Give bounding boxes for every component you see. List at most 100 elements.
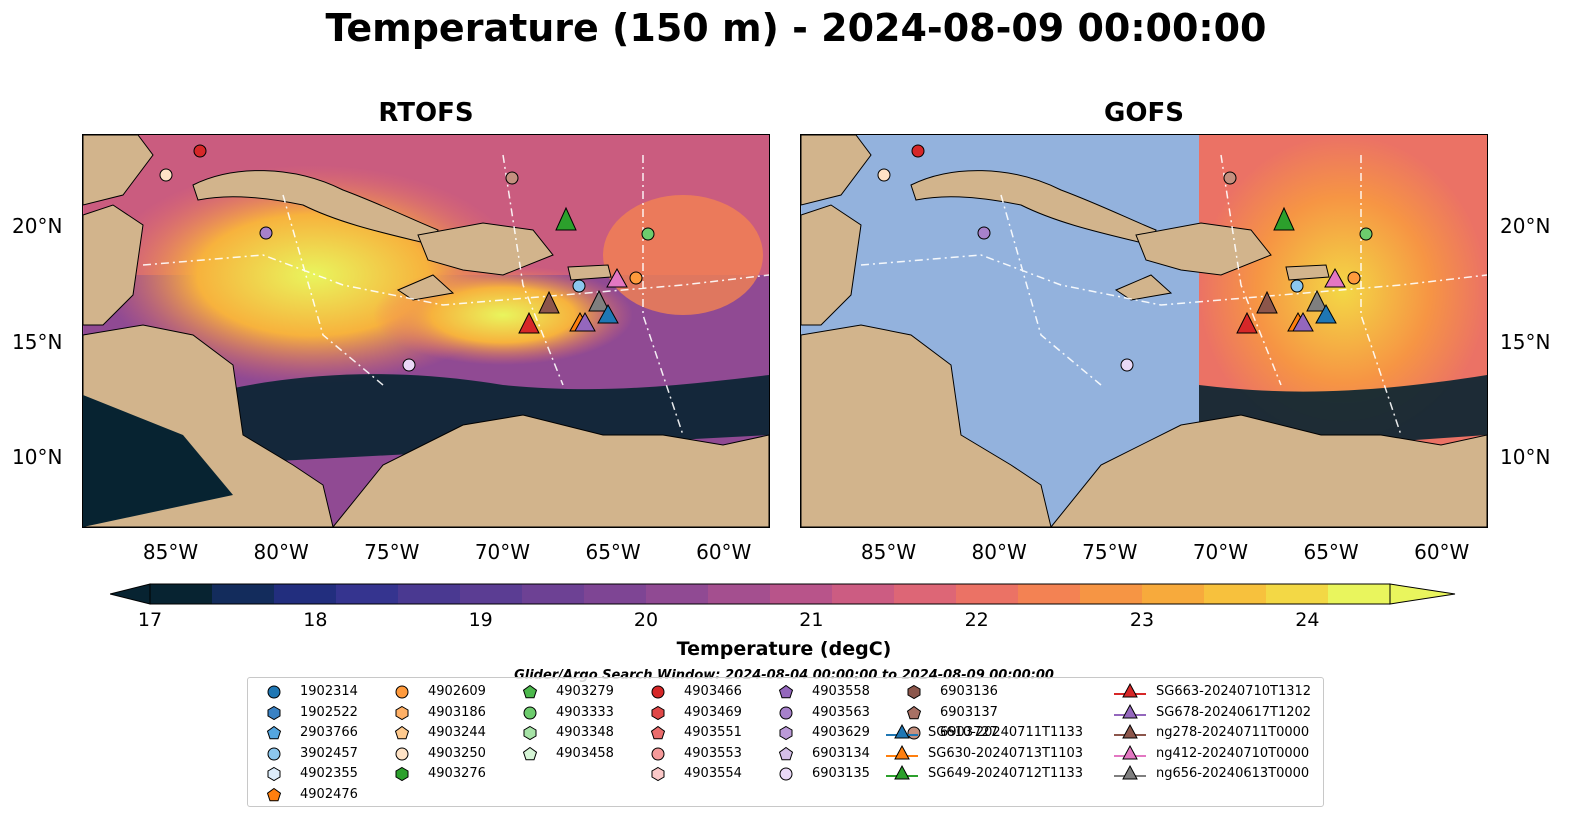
lon-tick-label: 85°W (142, 540, 199, 564)
legend-item: 4902609 (384, 682, 504, 702)
colorbar-cell (832, 584, 895, 604)
legend-marker-icon (651, 766, 665, 782)
legend-label: SG678-20240617T1202 (1156, 704, 1312, 720)
legend-marker-icon (651, 747, 665, 760)
lon-tick-label: 60°W (696, 540, 752, 564)
legend-marker-icon (650, 725, 666, 740)
gofs-markers (877, 144, 1373, 372)
colorbar-cell (212, 584, 275, 604)
legend-item: 4903458 (512, 744, 632, 764)
legend-label: 4903469 (684, 704, 742, 720)
legend-item: 4903558 (768, 682, 888, 702)
rtofs-land-puerto-rico (567, 264, 612, 281)
colorbar-tick-label: 20 (633, 609, 659, 631)
colorbar-tick-label: 24 (1295, 609, 1320, 631)
legend-marker-icon (267, 766, 281, 782)
legend: 1902314 1902522 2903766 3902457 4902355 49024… (247, 677, 1324, 807)
legend-label: 4903186 (428, 704, 486, 720)
legend-label: 6903134 (812, 745, 870, 761)
legend-item: SG630-20240713T1103 (884, 744, 1094, 764)
legend-item: 6903134 (768, 744, 888, 764)
colorbar-cell (460, 584, 523, 604)
legend-item: 4903469 (640, 703, 760, 723)
legend-marker-icon (395, 747, 409, 760)
legend-marker-icon (395, 705, 409, 720)
lon-tick-label: 75°W (364, 540, 420, 564)
lat-tick-label: 10°N (12, 444, 63, 469)
legend-label: SG649-20240712T1133 (928, 766, 1084, 781)
legend-label: SG663-20240710T1312 (1156, 684, 1312, 699)
lon-tick-label: 65°W (585, 540, 641, 564)
lon-tick-label: 80°W (971, 540, 1027, 564)
rtofs-map (82, 134, 770, 528)
legend-label: 6903727 (940, 725, 998, 740)
legend-item: 4903333 (512, 703, 632, 723)
colorbar-extend-high (1389, 583, 1456, 605)
legend-marker-icon (267, 705, 281, 720)
legend-marker-icon (651, 705, 665, 720)
legend-item: ng412-20240710T0000 (1112, 744, 1322, 764)
lat-tick-label: 15°N (12, 329, 63, 354)
legend-label: 1902522 (300, 704, 358, 720)
legend-label: 4903244 (428, 725, 486, 740)
legend-label: 4903554 (684, 766, 742, 781)
colorbar-cell (708, 584, 771, 604)
legend-item: 4902476 (256, 785, 376, 805)
legend-item: 4903551 (640, 723, 760, 743)
legend-marker-icon (778, 746, 794, 760)
legend-marker-icon (523, 706, 537, 719)
lon-tick-label: 65°W (1303, 540, 1359, 564)
legend-marker-icon (267, 747, 281, 760)
legend-marker-icon (779, 706, 793, 719)
gofs-eez-lines (860, 154, 1487, 436)
legend-label: 4903563 (812, 704, 870, 720)
rtofs-warm-ne (603, 195, 763, 315)
legend-item: 4903186 (384, 703, 504, 723)
legend-label: 4902609 (428, 684, 486, 699)
legend-item: 6903136 (896, 682, 1016, 702)
panel-title-rtofs: RTOFS (378, 98, 474, 128)
legend-marker-icon (523, 725, 537, 741)
legend-marker-icon (395, 766, 409, 782)
colorbar-tick-label: 21 (799, 609, 824, 631)
legend-item: 4903554 (640, 764, 760, 784)
legend-marker-icon (906, 705, 922, 719)
legend-item: SG649-20240712T1133 (884, 764, 1094, 784)
lat-tick-label: 20°N (12, 214, 63, 239)
legend-label: 3902457 (300, 745, 358, 761)
legend-item: ng278-20240711T0000 (1112, 723, 1322, 743)
legend-label: 6903136 (940, 684, 998, 699)
colorbar-cell (398, 584, 461, 604)
colorbar (110, 583, 1456, 605)
legend-item: 4903553 (640, 744, 760, 764)
legend-marker-icon (886, 764, 918, 780)
gofs-land-jamaica (1114, 274, 1173, 301)
legend-marker-icon (651, 685, 665, 699)
colorbar-cell (274, 584, 337, 604)
lat-tick-label: 10°N (1500, 444, 1551, 469)
colorbar-cell (646, 584, 709, 604)
legend-label: 4903348 (556, 725, 614, 740)
colorbar-cell (522, 584, 585, 604)
gofs-land-puerto-rico (1285, 264, 1330, 281)
colorbar-cell (894, 584, 957, 604)
legend-label: 4903553 (684, 745, 742, 761)
legend-marker-icon (1114, 682, 1146, 698)
colorbar-tick-label: 22 (964, 609, 989, 631)
legend-label: 4903466 (684, 684, 742, 699)
legend-label: 4903276 (428, 766, 486, 781)
legend-label: SG610-20240711T1133 (928, 725, 1084, 740)
colorbar-cell (150, 584, 213, 604)
legend-label: 4902355 (300, 766, 358, 781)
legend-item: 4903276 (384, 764, 504, 784)
rtofs-warm-east (373, 265, 633, 365)
lon-tick-label: 70°W (474, 540, 531, 564)
legend-item: 6903137 (896, 703, 1016, 723)
colorbar-cell (336, 584, 399, 604)
legend-item: SG663-20240710T1312 (1112, 682, 1322, 702)
gofs-map (800, 134, 1488, 528)
legend-label: 4903558 (812, 684, 870, 699)
legend-item: 3902457 (256, 744, 376, 764)
legend-label: 4903551 (684, 725, 742, 740)
colorbar-tick-label: 18 (303, 609, 328, 631)
